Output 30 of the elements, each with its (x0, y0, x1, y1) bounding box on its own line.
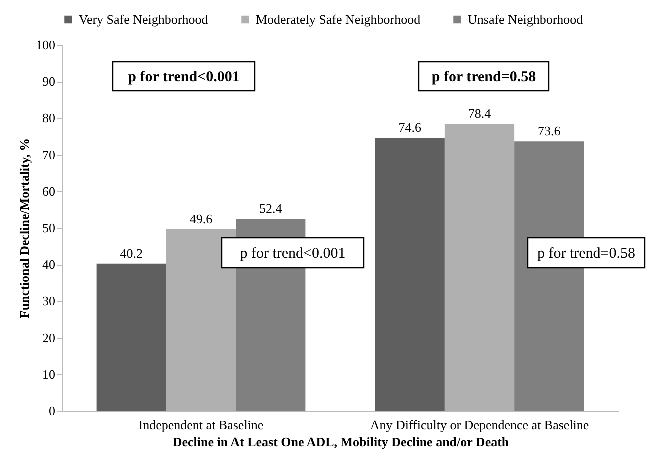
annotation: p for trend<0.001 (128, 70, 240, 86)
y-tick-label: 80 (42, 110, 56, 126)
y-axis-title: Functional Decline/Mortality, % (17, 138, 32, 319)
x-axis-title: Decline in At Least One ADL, Mobility Decline and/or Death (172, 434, 510, 450)
data-label: 40.2 (120, 246, 143, 261)
y-tick-label: 60 (42, 184, 56, 199)
data-label: 78.4 (468, 106, 492, 122)
annotation: p for trend=0.58 (537, 246, 636, 262)
y-tick-label: 50 (42, 220, 56, 236)
y-tick-label: 0 (49, 404, 56, 418)
data-label: 49.6 (190, 211, 214, 226)
y-tick-label: 100 (36, 38, 56, 52)
y-tick-label: 40 (42, 257, 56, 272)
x-tick-label: Independent at Baseline (138, 418, 264, 432)
data-label: 74.6 (398, 120, 422, 135)
bar (96, 264, 166, 411)
y-tick-label: 20 (42, 330, 56, 346)
y-tick-label: 10 (42, 366, 56, 382)
legend-label: Moderately Safe Neighborhood (256, 12, 422, 27)
bar (375, 138, 445, 411)
x-tick-label: Any Difficulty or Dependence at Baseline (370, 418, 590, 432)
y-tick-label: 90 (42, 74, 56, 90)
legend-label: Unsafe Neighborhood (468, 12, 584, 27)
data-label: 52.4 (260, 201, 283, 216)
annotation: p for trend=0.58 (432, 70, 536, 86)
data-label: 73.6 (538, 124, 562, 139)
annotation: p for trend<0.001 (240, 246, 346, 262)
legend-label: Very Safe Neighborhood (79, 12, 209, 27)
y-tick-label: 70 (42, 147, 56, 162)
y-tick-label: 30 (42, 294, 56, 309)
